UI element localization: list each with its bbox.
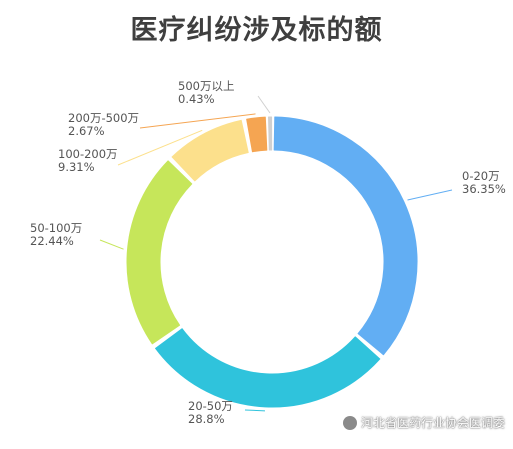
leader-line-2 [244,409,266,412]
leader-line-1 [407,189,453,201]
slice-value-label-4: 9.31% [58,160,95,174]
slice-category-label-4: 100-200万 [58,147,118,161]
slice-category-label-1: 0-20万 [462,169,500,183]
leader-line-4 [117,129,203,166]
donut-slice-1 [273,116,418,356]
slice-category-label-5: 200万-500万 [68,111,139,125]
donut-slice-2 [155,328,381,408]
watermark-text: 河北省医药行业协会医调委 [360,416,505,430]
slice-value-label-1: 36.35% [462,182,506,196]
slice-category-label-6: 500万以上 [178,79,234,93]
donut-slice-6 [268,116,273,151]
leader-line-5 [139,113,256,129]
slice-category-label-3: 50-100万 [30,221,82,235]
slice-value-label-5: 2.67% [68,124,105,138]
leader-line-6 [257,95,271,114]
donut-slice-5 [246,116,268,153]
watermark: 河北省医药行业协会医调委 [342,414,505,431]
wechat-icon [342,415,357,430]
slice-value-label-2: 28.8% [188,412,225,426]
donut-slice-3 [126,160,193,345]
slice-value-label-6: 0.43% [178,92,215,106]
slice-category-label-2: 20-50万 [188,399,233,413]
chart-title: 医疗纠纷涉及标的额 [130,15,383,46]
slice-value-label-3: 22.44% [30,234,74,248]
donut-slice-4 [171,119,249,182]
leader-line-3 [99,239,124,250]
